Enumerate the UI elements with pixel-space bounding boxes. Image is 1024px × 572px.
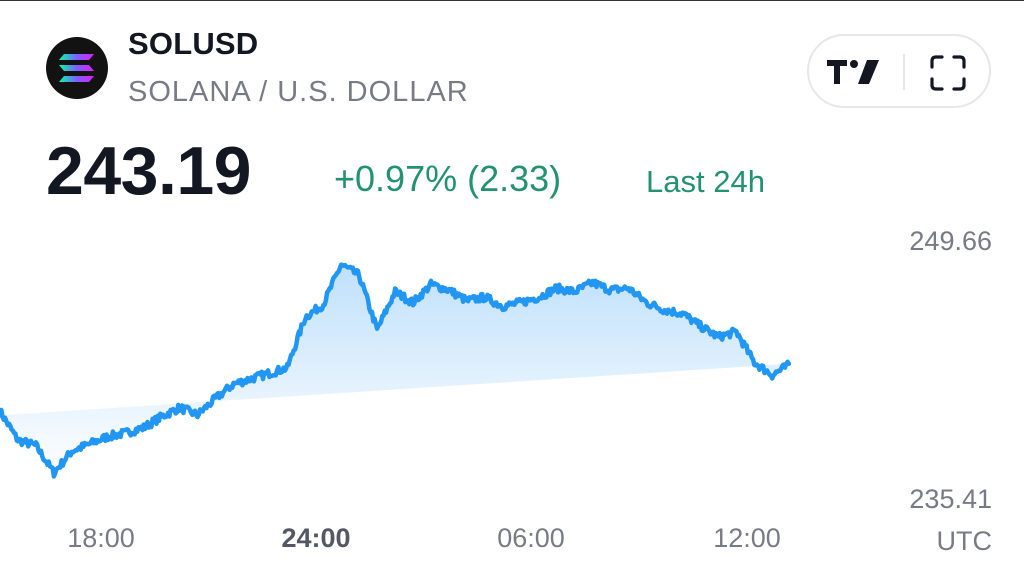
price-change: +0.97% (2.33)	[334, 158, 562, 199]
x-axis-tick-label: 12:00	[713, 523, 781, 553]
top-border	[0, 0, 1024, 1]
x-axis-tick-label: 06:00	[497, 523, 565, 553]
y-axis-label: 235.41	[909, 484, 992, 514]
fullscreen-icon[interactable]	[929, 54, 967, 92]
tradingview-logo-icon[interactable]	[827, 58, 883, 86]
price-area-fill	[0, 264, 789, 477]
pair-name: SOLANA / U.S. DOLLAR	[128, 76, 469, 108]
timezone-label: UTC	[937, 526, 993, 556]
symbol-title: SOLUSD	[128, 26, 259, 61]
x-axis-tick-label: 24:00	[281, 523, 350, 553]
solana-logo-icon	[46, 37, 108, 99]
chart-toolbar	[807, 34, 991, 108]
toolbar-divider	[903, 54, 905, 90]
change-period: Last 24h	[646, 164, 765, 199]
y-axis-label: 249.66	[909, 226, 992, 256]
last-price: 243.19	[46, 133, 251, 209]
price-line	[0, 262, 792, 479]
x-axis-tick-label: 18:00	[67, 523, 135, 553]
